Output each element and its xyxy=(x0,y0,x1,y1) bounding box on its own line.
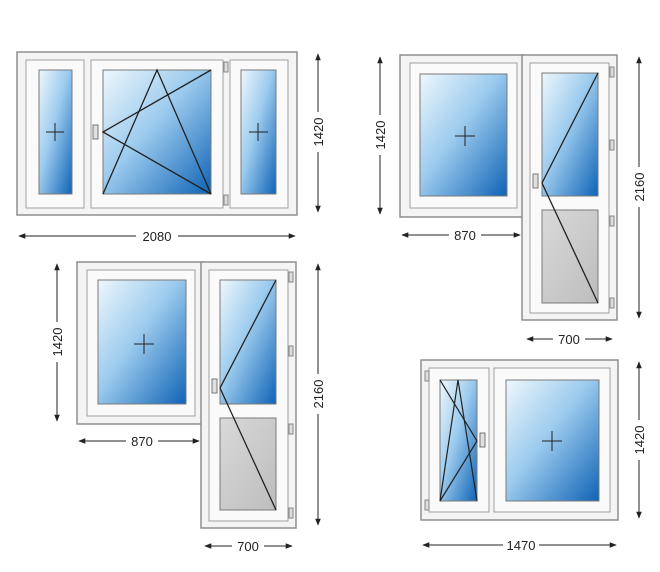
fixed-pane-cross-icon xyxy=(134,334,154,354)
fixed-pane-cross-icon xyxy=(46,123,64,141)
width-dimension: 1470 xyxy=(422,537,617,553)
door-height-label: 2160 xyxy=(632,173,647,202)
hinge-icon xyxy=(223,61,229,206)
width-label: 2080 xyxy=(143,229,172,244)
window-width-label: 870 xyxy=(131,434,153,449)
hinge-icon xyxy=(424,370,430,511)
door-height-dimension: 2160 xyxy=(310,263,326,526)
window-height-dimension: 1420 xyxy=(372,56,388,215)
door-width-dimension: 700 xyxy=(204,538,293,554)
handle-icon xyxy=(479,432,486,448)
height-label: 1420 xyxy=(311,118,326,147)
double-window: 1470 1420 xyxy=(420,359,647,553)
window-width-dimension: 870 xyxy=(78,433,200,449)
window-height-label: 1420 xyxy=(50,328,65,357)
hinge-icon xyxy=(609,66,615,309)
window-width-label: 870 xyxy=(454,228,476,243)
door-height-label: 2160 xyxy=(311,380,326,409)
height-label: 1420 xyxy=(632,426,647,455)
door-width-label: 700 xyxy=(558,332,580,347)
fixed-pane-cross-icon xyxy=(455,126,475,146)
balcony-unit-right: 870 700 1420 2160 xyxy=(372,54,647,347)
door-width-dimension: 700 xyxy=(526,331,613,347)
width-label: 1470 xyxy=(507,538,536,553)
window-height-label: 1420 xyxy=(373,121,388,150)
handle-icon xyxy=(532,173,539,189)
fixed-pane-cross-icon xyxy=(542,431,562,451)
door-width-label: 700 xyxy=(237,539,259,554)
handle-icon xyxy=(92,124,99,140)
window-height-dimension: 1420 xyxy=(49,263,65,422)
window-width-dimension: 870 xyxy=(401,227,521,243)
handle-icon xyxy=(211,378,218,394)
triple-window: 2080 1420 xyxy=(16,51,326,244)
balcony-unit-left: 870 700 1420 2160 xyxy=(49,261,326,554)
width-dimension: 2080 xyxy=(18,228,296,244)
height-dimension: 1420 xyxy=(310,53,326,213)
height-dimension: 1420 xyxy=(631,361,647,519)
hinge-icon xyxy=(288,271,294,519)
fixed-pane-cross-icon xyxy=(249,123,268,141)
door-height-dimension: 2160 xyxy=(631,56,647,319)
